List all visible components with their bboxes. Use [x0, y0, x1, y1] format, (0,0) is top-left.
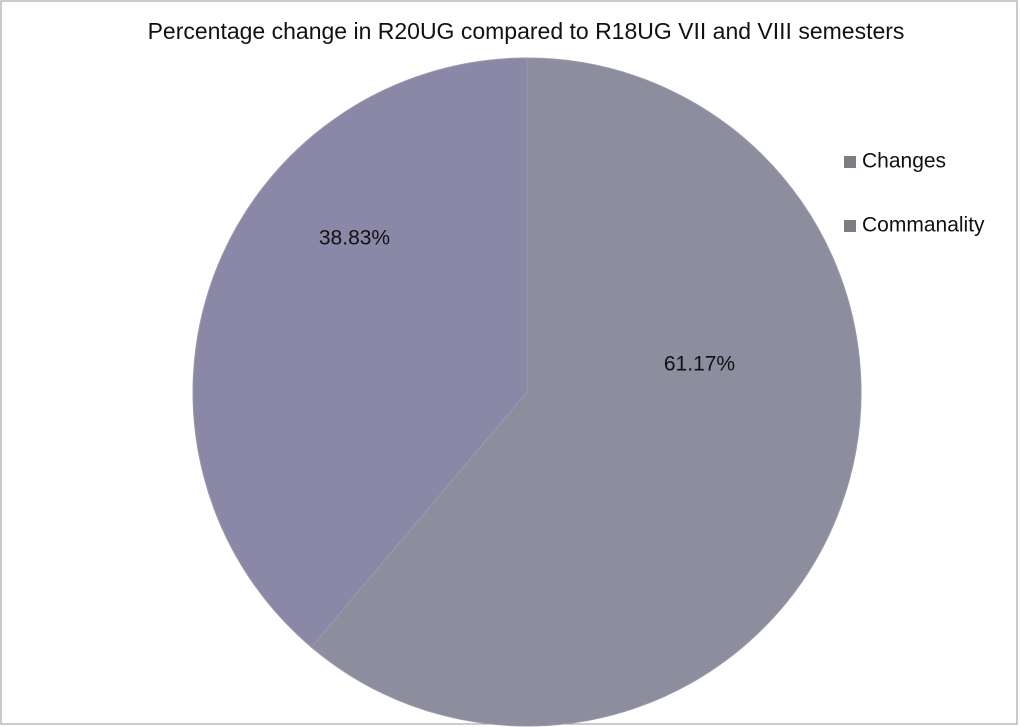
- legend-label: Commanality: [862, 214, 985, 237]
- data-label: 61.17%: [664, 353, 735, 376]
- legend-swatch: [844, 156, 856, 168]
- pie-slice: [310, 57, 862, 727]
- data-label: 38.83%: [319, 226, 390, 249]
- chart-title: Percentage change in R20UG compared to R…: [148, 18, 905, 44]
- legend-swatch: [844, 220, 856, 232]
- legend-label: Changes: [862, 150, 946, 173]
- pie-slice: [192, 57, 528, 648]
